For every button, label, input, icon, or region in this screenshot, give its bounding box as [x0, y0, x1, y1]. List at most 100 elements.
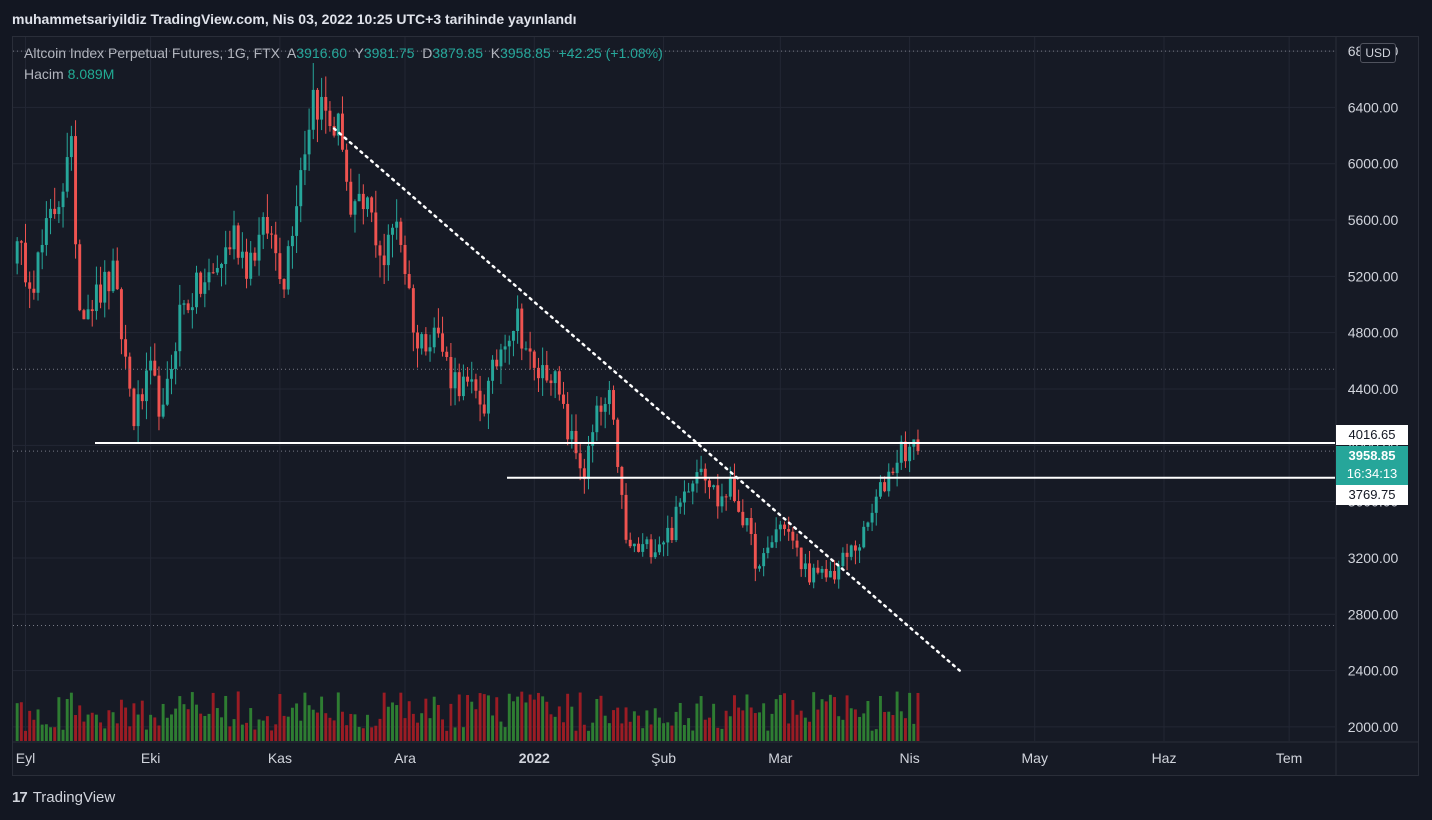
- candle-body: [728, 477, 732, 497]
- y-tick-label: 6000.00: [1348, 156, 1399, 172]
- symbol-title[interactable]: Altcoin Index Perpetual Futures, 1G, FTX: [24, 45, 281, 61]
- volume-bar: [678, 702, 682, 741]
- candle-body: [32, 288, 36, 293]
- volume-bar: [812, 692, 816, 741]
- candle-body: [299, 170, 303, 207]
- candle-body: [524, 348, 528, 350]
- volume-bar: [32, 719, 36, 741]
- volume-bar: [428, 718, 432, 741]
- x-tick-label: Haz: [1152, 750, 1177, 766]
- candle-body: [557, 371, 561, 395]
- y-tick-label: 3200.00: [1348, 550, 1399, 566]
- volume-bar: [457, 694, 461, 741]
- candle-body: [428, 347, 432, 352]
- candle-body: [737, 501, 741, 512]
- candle-body: [199, 272, 203, 294]
- candle-body: [249, 252, 253, 279]
- volume-bar: [286, 716, 290, 741]
- volume-bar: [541, 696, 545, 741]
- candle-body: [53, 208, 57, 215]
- volume-bar: [215, 708, 219, 741]
- volume-bar: [161, 703, 165, 741]
- volume-bar: [144, 729, 148, 741]
- volume-bar: [228, 726, 232, 741]
- candle-body: [545, 365, 549, 381]
- volume-bar: [340, 711, 344, 741]
- volume-bar: [582, 724, 586, 741]
- volume-bar: [632, 711, 636, 741]
- volume-bar: [115, 723, 119, 741]
- volume-bar: [537, 692, 540, 741]
- candle-body: [799, 547, 803, 570]
- candle-body: [336, 113, 340, 136]
- x-tick-label: Tem: [1276, 750, 1302, 766]
- candle-body: [703, 468, 707, 481]
- candle-body: [474, 379, 478, 391]
- candle-body: [853, 545, 857, 551]
- candle-body: [403, 244, 407, 275]
- volume-bar: [249, 708, 253, 741]
- volume-bar: [666, 722, 670, 741]
- candle-body: [174, 351, 178, 369]
- x-tick-label: Mar: [768, 750, 792, 766]
- volume-bar: [220, 717, 223, 741]
- candle-body: [132, 388, 136, 427]
- low-value: 3879.85: [432, 45, 483, 61]
- candle-body: [716, 485, 720, 507]
- candle-body: [253, 252, 257, 261]
- candle-body: [357, 193, 361, 202]
- volume-bar: [587, 730, 590, 741]
- low-label: D: [422, 45, 433, 61]
- volume-bar: [78, 705, 82, 741]
- y-tick-label: 2400.00: [1348, 663, 1399, 679]
- volume-bar: [420, 713, 424, 741]
- volume-bar: [862, 713, 866, 741]
- volume-bar: [891, 715, 895, 741]
- volume-bar: [132, 703, 136, 741]
- candle-body: [303, 154, 307, 171]
- x-tick-label: May: [1022, 750, 1048, 766]
- candle-body: [345, 149, 349, 182]
- currency-button[interactable]: USD: [1360, 43, 1396, 63]
- tradingview-footer[interactable]: 17 TradingView: [12, 789, 115, 806]
- candle-body: [207, 272, 211, 283]
- volume-label[interactable]: Hacim: [24, 66, 64, 82]
- price-axis[interactable]: 2000.002400.002800.003200.003600.004000.…: [1335, 37, 1399, 775]
- volume-bar: [712, 703, 716, 741]
- volume-bar: [157, 725, 161, 741]
- volume-bar: [562, 722, 565, 741]
- candle-body: [674, 506, 678, 541]
- candle-body: [382, 255, 386, 266]
- chart-frame: [12, 36, 1419, 776]
- volume-bar: [737, 707, 741, 741]
- candle-body: [824, 568, 828, 578]
- candle-body: [332, 126, 336, 136]
- time-axis[interactable]: Eyl Eki Kas Ara 2022 Şub Mar Nis May Haz Tem: [13, 741, 1418, 766]
- volume-bar: [687, 718, 691, 741]
- volume-bar: [570, 706, 574, 741]
- volume-bar: [791, 700, 795, 741]
- volume-bar: [99, 722, 103, 741]
- volume-bar: [845, 695, 849, 741]
- candle-body: [653, 552, 657, 558]
- candle-body: [320, 96, 324, 120]
- candle-body: [678, 502, 682, 507]
- candle-body: [520, 308, 524, 349]
- volume-bar: [236, 691, 240, 741]
- volume-bar: [820, 699, 824, 741]
- candle-body: [649, 539, 653, 558]
- current-price: 3958.85: [1348, 448, 1396, 463]
- volume-bar: [270, 730, 274, 741]
- candle-body: [745, 517, 749, 526]
- candle-body: [553, 371, 557, 384]
- drawings: [13, 50, 1335, 672]
- volume-bar: [616, 707, 620, 741]
- volume-bar: [449, 703, 453, 741]
- volume-bar: [370, 727, 374, 741]
- volume-bar: [511, 701, 515, 741]
- candle-body: [720, 496, 724, 507]
- volume-value: 8.089M: [67, 66, 115, 82]
- candle-body: [749, 517, 753, 535]
- volume-bar: [657, 717, 661, 741]
